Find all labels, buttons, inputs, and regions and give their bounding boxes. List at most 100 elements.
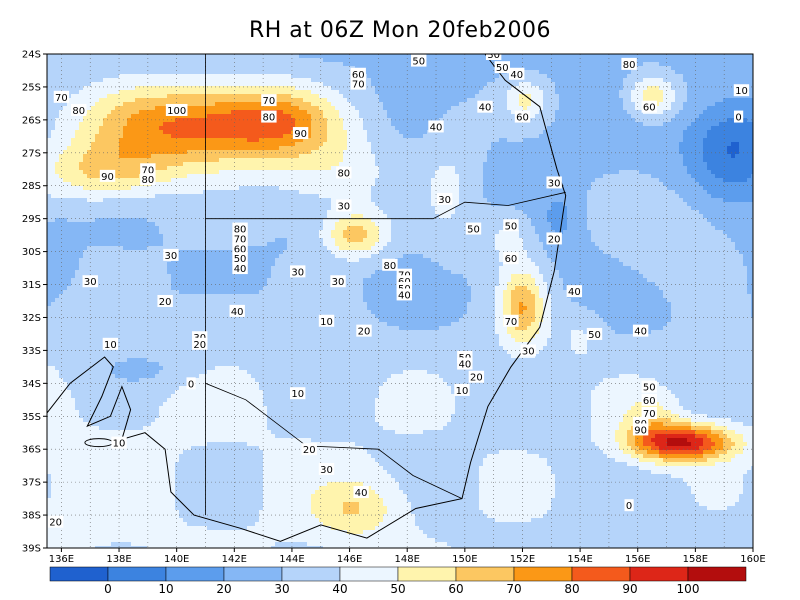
contour-label: 70 (261, 94, 277, 107)
contour-label-text: 20 (470, 373, 483, 384)
colorbar-swatch (339, 566, 399, 582)
contour-label-text: 70 (505, 317, 518, 328)
contour-label: 70 (232, 232, 248, 245)
lat-tick-label: 30S (22, 247, 41, 258)
contour-label-text: 70 (263, 96, 276, 107)
contour-label-text: 40 (568, 287, 581, 298)
contour-label: 20 (47, 515, 64, 529)
contour-label: 80 (232, 222, 248, 236)
coastline-and-borders (47, 54, 567, 542)
lon-tick-label: 152E (510, 554, 535, 565)
contour-label-text: 0 (626, 501, 632, 512)
contour-label-text: 10 (320, 317, 333, 328)
lon-tick-label: 160E (740, 554, 765, 565)
contour-label: 40 (566, 285, 583, 298)
contour-label-text: 80 (337, 169, 350, 180)
contour-label-text: 60 (516, 113, 529, 124)
contour-label-text: 40 (231, 307, 244, 318)
contour-label-text: 30 (84, 277, 97, 288)
contour-label-text: 30 (320, 465, 333, 476)
contour-label-text: 30 (487, 50, 500, 61)
contour-label: 0 (186, 377, 196, 390)
contour-label-text: 0 (188, 379, 194, 390)
contour-label: 20 (546, 232, 562, 245)
contour-label-text: 80 (72, 106, 85, 117)
contour-label-text: 50 (643, 383, 656, 394)
lon-tick-label: 158E (683, 554, 708, 565)
contour-label: 30 (520, 344, 536, 357)
contour-label-text: 60 (643, 103, 656, 114)
map-title: RH at 06Z Mon 20feb2006 (0, 18, 800, 43)
lat-tick-label: 25S (22, 82, 41, 93)
contour-label-text: 60 (234, 244, 247, 255)
lat-tick-label: 32S (22, 313, 41, 324)
contour-label-text: 40 (430, 122, 443, 133)
contour-label-text: 70 (55, 93, 68, 104)
lon-tick-label: 156E (625, 554, 650, 565)
lat-tick-label: 33S (22, 346, 41, 357)
contour-label-text: 60 (352, 70, 365, 81)
contour-label-text: 80 (623, 60, 636, 71)
colorbar-swatch (281, 566, 341, 582)
contour-label: 40 (632, 324, 649, 338)
contour-label: 80 (140, 173, 156, 186)
contour-label: 80 (70, 103, 87, 117)
lon-tick-label: 150E (452, 554, 477, 565)
contour-label-text: 50 (588, 330, 601, 341)
contour-label-text: 30 (337, 201, 350, 212)
contour-label-text: 10 (291, 389, 304, 400)
contour-label-text: 40 (234, 264, 247, 275)
contour-label: 50 (232, 252, 248, 265)
lat-tick-label: 37S (22, 478, 41, 489)
contour-label-text: 10 (113, 439, 126, 450)
colorbar-label: 50 (390, 582, 405, 596)
contour-label: 70 (350, 77, 366, 91)
colorbar-swatch (107, 566, 167, 582)
plot-frame (46, 53, 754, 549)
lat-tick-label: 38S (22, 511, 41, 522)
contour-label-text: 30 (522, 346, 535, 357)
contour-label-text: 100 (167, 106, 186, 117)
colorbar-swatch (629, 566, 689, 582)
colorbar-swatch (49, 566, 109, 582)
contour-label-text: 20 (159, 297, 172, 308)
lat-tick-label: 34S (22, 379, 41, 390)
contour-label-text: 30 (165, 251, 178, 262)
contour-label-text: 20 (548, 234, 561, 245)
contour-label: 60 (503, 252, 519, 265)
contour-label: 20 (192, 337, 208, 351)
contour-label-text: 50 (234, 254, 247, 265)
contour-label: 40 (232, 262, 248, 275)
contour-label: 40 (509, 67, 525, 81)
contour-label-text: 50 (496, 63, 509, 74)
contour-label: 80 (382, 258, 398, 272)
contour-label-text: 60 (505, 254, 518, 265)
contour-label: 30 (436, 192, 453, 206)
contour-label: 70 (641, 406, 657, 420)
contour-label: 50 (641, 380, 657, 394)
lon-tick-label: 142E (222, 554, 247, 565)
contour-label: 70 (53, 90, 70, 104)
contour-label-text: 90 (634, 425, 647, 436)
contour-label: 30 (318, 462, 335, 476)
contour-label-text: 10 (104, 340, 117, 351)
contour-label: 20 (468, 370, 485, 384)
contour-label-text: 90 (101, 172, 114, 183)
colorbar-label: 20 (216, 582, 231, 596)
contour-label-text: 20 (358, 327, 371, 338)
contour-label: 50 (465, 222, 482, 236)
colorbar: 0 10 20 30 40 50 60 70 80 90 100 (49, 566, 747, 596)
contour-label-text: 40 (458, 360, 471, 371)
contour-label: 80 (621, 57, 637, 71)
contour-label-text: 60 (643, 396, 656, 407)
lat-tick-label: 39S (22, 544, 41, 555)
contour-label: 10 (111, 436, 127, 450)
contour-label-text: 70 (352, 80, 365, 91)
lon-tick-label: 138E (106, 554, 131, 565)
colorbar-label: 90 (622, 582, 637, 596)
colorbar-label: 70 (506, 582, 521, 596)
contour-label: 10 (290, 387, 306, 400)
colorbar-label: 0 (104, 582, 112, 596)
contour-label: 70 (503, 314, 519, 328)
